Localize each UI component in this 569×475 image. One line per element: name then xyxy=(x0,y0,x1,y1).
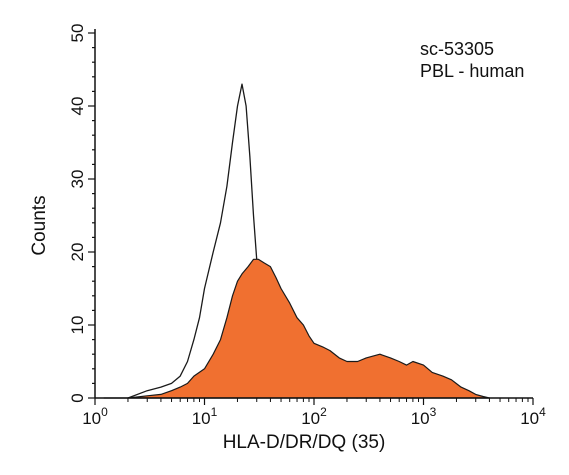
chart-labels: Counts HLA-D/DR/DQ (35) sc-53305 PBL - h… xyxy=(29,39,524,453)
filled-histogram-series xyxy=(127,258,490,399)
y-tick-label: 30 xyxy=(68,170,87,189)
x-tick-label: 102 xyxy=(301,405,327,428)
x-tick-label: 100 xyxy=(82,405,108,428)
y-tick-label: 50 xyxy=(68,24,87,43)
y-axis-label: Counts xyxy=(29,195,50,255)
annotation-antibody: sc-53305 xyxy=(420,39,494,59)
y-tick-label: 20 xyxy=(68,243,87,262)
annotation-sample: PBL - human xyxy=(420,61,524,81)
x-axis-label: HLA-D/DR/DQ (35) xyxy=(223,432,386,453)
y-tick-label: 40 xyxy=(68,97,87,116)
x-tick-label: 101 xyxy=(192,405,218,428)
x-tick-label: 104 xyxy=(520,405,546,428)
y-tick-label: 0 xyxy=(68,393,87,402)
x-tick-label: 103 xyxy=(411,405,437,428)
plot-area xyxy=(103,83,490,399)
y-tick-label: 10 xyxy=(68,316,87,335)
